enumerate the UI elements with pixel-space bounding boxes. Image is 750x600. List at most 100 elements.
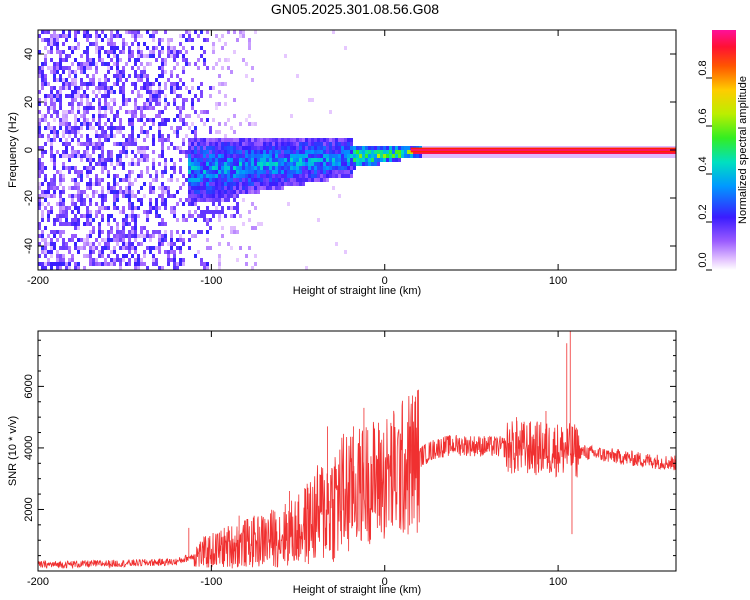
heatmap-cell: [98, 46, 101, 50]
heatmap-cell: [230, 194, 233, 198]
heatmap-cell: [263, 146, 266, 150]
heatmap-cell: [245, 118, 248, 122]
heatmap-cell: [38, 50, 41, 54]
heatmap-cell: [212, 46, 215, 50]
heatmap-cell: [209, 126, 212, 130]
heatmap-cell: [233, 142, 236, 146]
heatmap-cell: [95, 50, 98, 54]
heatmap-cell: [62, 34, 65, 38]
heatmap-cell: [173, 170, 176, 174]
heatmap-cell: [143, 42, 146, 46]
heatmap-cell: [296, 166, 299, 170]
heatmap-cell: [77, 66, 80, 70]
heatmap-cell: [146, 82, 149, 86]
heatmap-cell: [149, 238, 152, 242]
heatmap-cell: [227, 206, 230, 210]
heatmap-cell: [266, 154, 269, 158]
heatmap-cell: [170, 82, 173, 86]
heatmap-cell: [98, 234, 101, 238]
heatmap-cell: [515, 154, 518, 158]
heatmap-cell: [50, 254, 53, 258]
heatmap-cell: [149, 118, 152, 122]
heatmap-cell: [308, 154, 311, 158]
heatmap-cell: [146, 170, 149, 174]
heatmap-cell: [218, 254, 221, 258]
heatmap-cell: [176, 62, 179, 66]
heatmap-cell: [287, 138, 290, 142]
heatmap-cell: [299, 158, 302, 162]
heatmap-cell: [332, 162, 335, 166]
heatmap-cell: [131, 170, 134, 174]
heatmap-cell: [155, 178, 158, 182]
heatmap-cell: [140, 106, 143, 110]
heatmap-cell: [101, 250, 104, 254]
heatmap-cell: [110, 66, 113, 70]
heatmap-cell: [122, 226, 125, 230]
heatmap-cell: [110, 162, 113, 166]
heatmap-cell: [71, 186, 74, 190]
heatmap-cell: [125, 218, 128, 222]
heatmap-cell: [170, 210, 173, 214]
heatmap-cell: [62, 58, 65, 62]
heatmap-cell: [101, 170, 104, 174]
heatmap-cell: [227, 142, 230, 146]
heatmap-cell: [485, 154, 488, 158]
heatmap-cell: [131, 134, 134, 138]
heatmap-cell: [149, 186, 152, 190]
heatmap-cell: [200, 82, 203, 86]
colorbar-label: Normalized spectral amplitude: [737, 76, 749, 224]
colorbar-tick-label: 0.8: [697, 60, 709, 75]
heatmap-cell: [53, 126, 56, 130]
heatmap-cell: [188, 90, 191, 94]
heatmap-cell: [98, 262, 101, 266]
heatmap-cell: [86, 118, 89, 122]
heatmap-cell: [359, 158, 362, 162]
heatmap-cell: [158, 242, 161, 246]
heatmap-cell: [50, 250, 53, 254]
heatmap-cell: [476, 154, 479, 158]
heatmap-cell: [209, 174, 212, 178]
heatmap-cell: [50, 98, 53, 102]
heatmap-cell: [218, 210, 221, 214]
heatmap-cell: [215, 166, 218, 170]
heatmap-cell: [557, 154, 560, 158]
heatmap-cell: [107, 78, 110, 82]
heatmap-cell: [287, 182, 290, 186]
heatmap-cell: [53, 166, 56, 170]
heatmap-cell: [119, 238, 122, 242]
heatmap-cell: [173, 90, 176, 94]
heatmap-cell: [251, 138, 254, 142]
heatmap-cell: [212, 158, 215, 162]
heatmap-cell: [233, 138, 236, 142]
heatmap-cell: [239, 142, 242, 146]
heatmap-cell: [200, 186, 203, 190]
heatmap-cell: [284, 54, 287, 58]
heatmap-cell: [245, 146, 248, 150]
heatmap-cell: [50, 242, 53, 246]
heatmap-cell: [278, 178, 281, 182]
heatmap-cell: [68, 82, 71, 86]
heatmap-cell: [179, 94, 182, 98]
heatmap-cell: [287, 154, 290, 158]
heatmap-cell: [74, 242, 77, 246]
heatmap-cell: [260, 186, 263, 190]
heatmap-cell: [152, 230, 155, 234]
heatmap-cell: [350, 170, 353, 174]
heatmap-cell: [80, 158, 83, 162]
heatmap-cell: [47, 186, 50, 190]
heatmap-cell: [167, 194, 170, 198]
heatmap-cell: [182, 142, 185, 146]
heatmap-cell: [59, 126, 62, 130]
heatmap-cell: [317, 142, 320, 146]
heatmap-cell: [143, 238, 146, 242]
heatmap-cell: [59, 122, 62, 126]
heatmap-cell: [128, 186, 131, 190]
heatmap-cell: [77, 250, 80, 254]
heatmap-cell: [239, 30, 242, 34]
heatmap-cell: [92, 190, 95, 194]
heatmap-cell: [179, 246, 182, 250]
heatmap-cell: [113, 118, 116, 122]
heatmap-cell: [113, 186, 116, 190]
heatmap-cell: [77, 206, 80, 210]
heatmap-cell: [269, 186, 272, 190]
